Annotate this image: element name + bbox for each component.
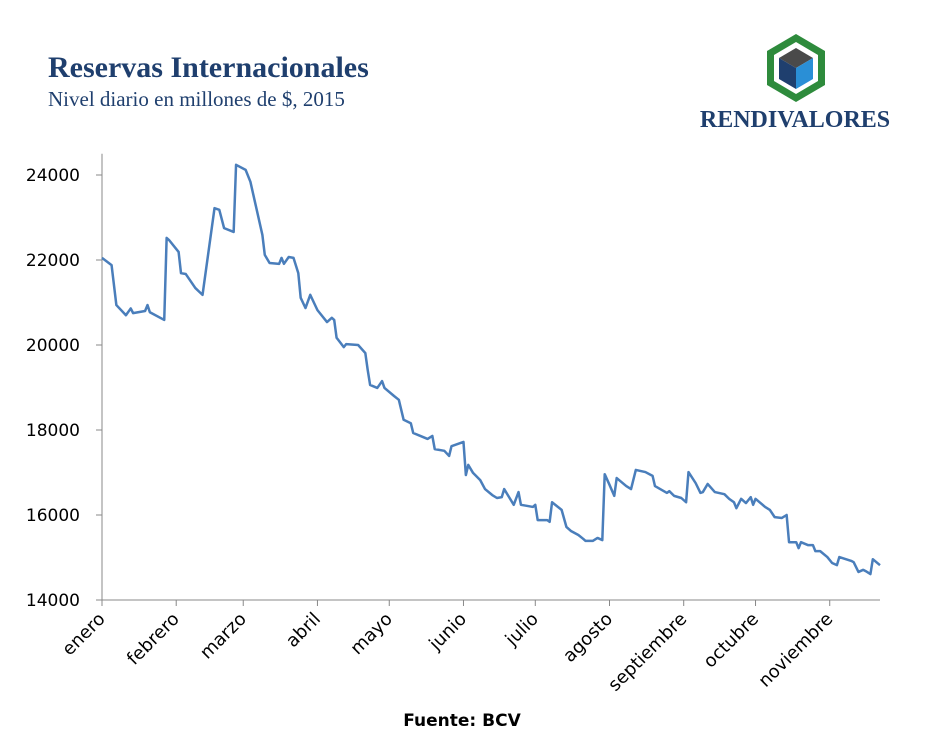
y-tick-label: 14000	[26, 591, 80, 611]
x-tick-label: noviembre	[754, 609, 837, 692]
chart-subtitle: Nivel diario en millones de $, 2015	[48, 87, 345, 111]
chart-title: Reservas Internacionales	[48, 51, 369, 84]
x-tick-label: febrero	[123, 609, 184, 670]
y-tick-label: 16000	[26, 506, 80, 526]
x-tick-label: mayo	[346, 609, 396, 659]
y-tick-label: 18000	[26, 421, 80, 441]
x-tick-label: enero	[58, 609, 109, 660]
data-line	[101, 163, 881, 576]
x-tick-label: marzo	[196, 609, 251, 664]
brand: RENDIVALORES	[700, 107, 890, 133]
x-tick-label: agosto	[559, 609, 617, 667]
x-tick-label: septiembre	[604, 609, 691, 696]
source: Fuente: BCV	[403, 711, 521, 731]
y-tick-label: 20000	[26, 336, 80, 356]
y-tick-label: 22000	[26, 251, 80, 271]
x-tick-label: julio	[501, 609, 543, 651]
x-tick-label: abril	[282, 609, 325, 652]
y-tick-label: 24000	[26, 166, 80, 186]
logo	[767, 34, 825, 102]
x-tick-label: octubre	[699, 609, 763, 673]
x-tick-label: junio	[424, 609, 471, 656]
